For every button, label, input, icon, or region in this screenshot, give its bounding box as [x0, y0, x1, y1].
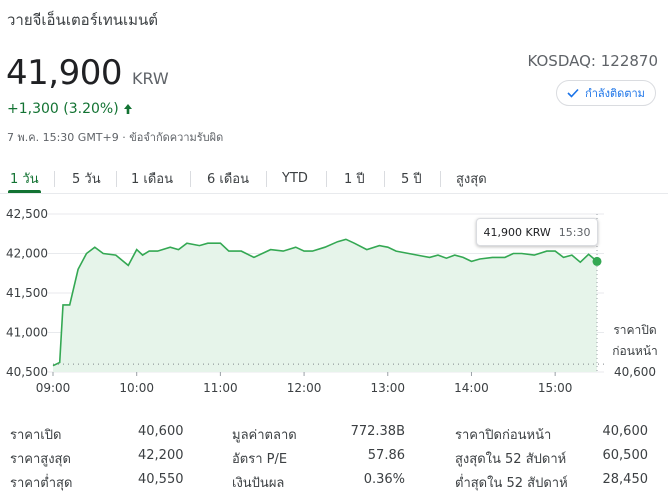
company-name: วายจีเอ็นเตอร์เทนเมนต์ — [7, 11, 159, 29]
tab-label: 1 เดือน — [131, 171, 173, 187]
follow-label: กำลังติดตาม — [585, 87, 645, 100]
stat-value-open: 40,600 — [138, 424, 184, 439]
tab-ytd[interactable]: YTD — [282, 163, 308, 193]
stat-value-low: 40,550 — [138, 472, 184, 487]
range-tabs: 1 วัน 5 วัน 1 เดือน 6 เดือน YTD 1 ปี 5 ป… — [0, 163, 668, 193]
stat-label-high: ราคาสูงสุด — [10, 452, 71, 467]
tab-label: 1 ปี — [344, 171, 365, 187]
current-price: 41,900 — [6, 53, 122, 93]
arrow-up-icon — [123, 104, 132, 114]
price-line — [52, 238, 598, 367]
previous-close-label: ราคาปิด ก่อนหน้า 40,600 — [606, 320, 664, 383]
tab-1-year[interactable]: 1 ปี — [344, 163, 365, 193]
tab-label: 6 เดือน — [207, 171, 249, 187]
tab-max[interactable]: สูงสุด — [456, 163, 487, 193]
tab-1-month[interactable]: 1 เดือน — [131, 163, 173, 193]
x-tick-label: 09:00 — [36, 381, 71, 394]
stat-label-market-cap: มูลค่าตลาด — [232, 428, 297, 443]
tab-divider — [116, 171, 117, 187]
stat-value-prev-close: 40,600 — [602, 424, 649, 439]
tab-label: 5 ปี — [401, 171, 422, 187]
previous-close-label-line1: ราคาปิด — [613, 323, 657, 337]
hover-tooltip: 41,900 KRW 15:30 — [476, 218, 598, 246]
y-tick-label: 41,000 — [6, 326, 48, 340]
stat-label-52w-high: สูงสุดใน 52 สัปดาห์ — [455, 452, 567, 467]
stat-label-52w-low: ต่ำสุดใน 52 สัปดาห์ — [455, 476, 568, 491]
tab-label: YTD — [282, 170, 308, 186]
y-tick-label: 42,000 — [6, 247, 48, 261]
tooltip-time: 15:30 — [558, 225, 591, 239]
x-tick-label: 15:00 — [538, 381, 573, 394]
tab-6-months[interactable]: 6 เดือน — [207, 163, 249, 193]
stat-label-prev-close: ราคาปิดก่อนหน้า — [455, 428, 552, 443]
tab-1-day[interactable]: 1 วัน — [4, 163, 45, 193]
previous-close-label-line2: ก่อนหน้า — [612, 344, 658, 358]
stat-label-dividend: เงินปันผล — [232, 476, 285, 491]
y-tick-label: 42,500 — [6, 207, 48, 221]
stats-row: ราคาเปิด 40,600 มูลค่าตลาด 772.38B ราคาป… — [0, 424, 668, 448]
x-tick-label: 13:00 — [370, 381, 405, 394]
stat-value-52w-high: 60,500 — [602, 448, 649, 463]
exchange-ticker: KOSDAQ: 122870 — [527, 52, 658, 70]
tab-divider — [440, 171, 441, 187]
tabs-divider — [0, 193, 668, 194]
active-tab-indicator — [8, 190, 41, 193]
change-value: +1,300 (3.20%) — [7, 101, 119, 117]
stats-row: ราคาต่ำสุด 40,550 เงินปันผล 0.36% ต่ำสุด… — [0, 472, 668, 496]
check-icon — [567, 88, 579, 98]
stat-label-low: ราคาต่ำสุด — [10, 476, 73, 491]
tab-label: 5 วัน — [72, 171, 101, 187]
follow-button[interactable]: กำลังติดตาม — [556, 80, 656, 106]
currency-label: KRW — [131, 69, 169, 88]
stat-value-high: 42,200 — [138, 448, 184, 463]
price-row: 41,900 KRW — [6, 53, 169, 93]
last-price-dot — [592, 256, 602, 266]
y-tick-label: 41,500 — [6, 286, 48, 300]
stat-value-pe-ratio: 57.86 — [367, 448, 405, 463]
price-chart[interactable]: 42,500 42,000 41,500 41,000 40,500 09:00 10:00… — [0, 194, 668, 394]
stat-label-pe-ratio: อัตรา P/E — [232, 452, 288, 467]
y-tick-label: 40,500 — [6, 365, 48, 379]
stat-label-open: ราคาเปิด — [10, 428, 62, 443]
x-tick-label: 12:00 — [287, 381, 322, 394]
tab-divider — [326, 171, 327, 187]
timestamp-disclaimer[interactable]: 7 พ.ค. 15:30 GMT+9 · ข้อจำกัดความรับผิด — [7, 131, 224, 144]
tab-label: 1 วัน — [10, 171, 39, 187]
tab-divider — [190, 171, 191, 187]
stats-row: ราคาสูงสุด 42,200 อัตรา P/E 57.86 สูงสุด… — [0, 448, 668, 472]
tooltip-price: 41,900 KRW — [483, 225, 551, 239]
stat-value-52w-low: 28,450 — [602, 472, 649, 487]
tab-label: สูงสุด — [456, 171, 487, 187]
tab-5-days[interactable]: 5 วัน — [72, 163, 101, 193]
x-tick-label: 11:00 — [203, 381, 238, 394]
previous-close-value: 40,600 — [606, 362, 664, 383]
tab-divider — [54, 171, 55, 187]
price-change: +1,300 (3.20%) — [7, 101, 133, 117]
x-tick-label: 10:00 — [119, 381, 154, 394]
x-tick-label: 14:00 — [454, 381, 489, 394]
stat-value-market-cap: 772.38B — [350, 424, 405, 439]
price-area — [53, 239, 597, 372]
tab-divider — [384, 171, 385, 187]
tab-divider — [266, 171, 267, 187]
tab-5-years[interactable]: 5 ปี — [401, 163, 422, 193]
stat-value-dividend: 0.36% — [363, 472, 405, 487]
